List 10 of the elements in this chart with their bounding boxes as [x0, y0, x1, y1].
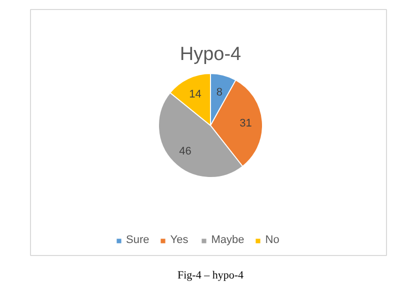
legend-label: No: [265, 234, 280, 246]
legend-label: Sure: [126, 234, 150, 246]
legend-label: Yes: [170, 234, 190, 246]
legend-label: Maybe: [211, 234, 244, 246]
text: Fig-4 – hypo-4: [178, 270, 244, 282]
data-label: 14: [189, 88, 202, 101]
data-label: 46: [179, 145, 192, 158]
chart-title: Hypo-4: [180, 44, 242, 65]
data-label: 31: [240, 118, 252, 130]
data-label: 8: [216, 86, 222, 98]
